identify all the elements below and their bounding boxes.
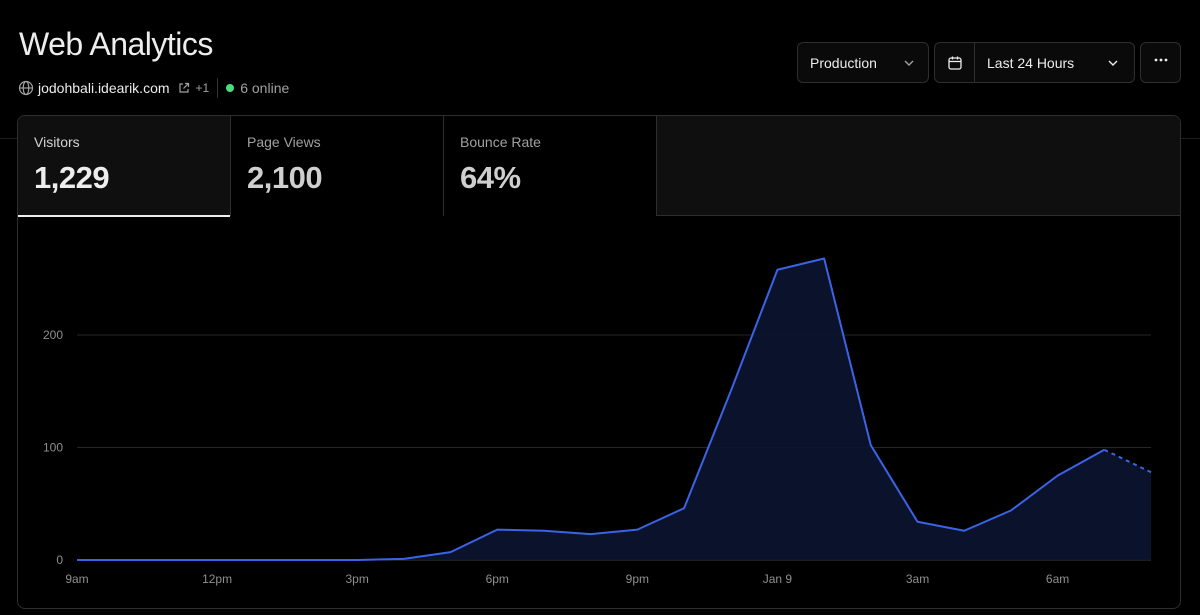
x-tick-label: 9am xyxy=(65,572,88,586)
tab-label: Bounce Rate xyxy=(460,134,541,150)
tab-value: 64% xyxy=(460,160,521,195)
site-info: jodohbali.idearik.com +1 6 online xyxy=(18,78,289,98)
extra-domains-count[interactable]: +1 xyxy=(195,81,210,95)
calendar-icon[interactable] xyxy=(935,43,975,82)
tab-label: Visitors xyxy=(34,134,80,150)
environment-select-label: Production xyxy=(810,54,877,71)
series-line-partial xyxy=(1103,448,1152,474)
tab-bounce-rate[interactable]: Bounce Rate 64% xyxy=(444,116,657,216)
chart-svg: 0 100 200 9am 12pm 3pm 6pm 9pm Jan 9 3am 6am xyxy=(43,257,1152,586)
tab-page-views[interactable]: Page Views 2,100 xyxy=(231,116,444,216)
site-domain-link[interactable]: jodohbali.idearik.com xyxy=(38,80,170,96)
tab-value: 2,100 xyxy=(247,160,323,195)
x-tick-label: 3pm xyxy=(346,572,369,586)
metric-tabs: Visitors 1,229 Page Views 2,100 Bounce R… xyxy=(18,116,1180,217)
x-tick-label: 6pm xyxy=(486,572,509,586)
chevron-down-icon xyxy=(1106,56,1120,70)
date-range-select[interactable]: Last 24 Hours xyxy=(934,42,1135,83)
y-tick-label: 0 xyxy=(56,553,63,567)
divider xyxy=(217,78,219,98)
x-tick-label: 9pm xyxy=(626,572,649,586)
visitors-chart[interactable]: 0 100 200 9am 12pm 3pm 6pm 9pm Jan 9 3am 6am xyxy=(18,216,1180,608)
x-tick-label: 12pm xyxy=(202,572,232,586)
online-count: 6 online xyxy=(240,80,290,96)
tab-visitors[interactable]: Visitors 1,229 xyxy=(18,116,231,217)
tab-value: 1,229 xyxy=(34,160,110,195)
y-tick-label: 200 xyxy=(43,328,63,342)
y-tick-label: 100 xyxy=(43,441,63,455)
x-tick-label: Jan 9 xyxy=(763,572,793,586)
series-line xyxy=(77,257,1105,561)
external-link-icon[interactable] xyxy=(178,82,190,94)
analytics-panel: Visitors 1,229 Page Views 2,100 Bounce R… xyxy=(17,115,1181,609)
x-tick-label: 6am xyxy=(1046,572,1069,586)
more-horizontal-icon xyxy=(1153,52,1169,73)
online-status-dot xyxy=(226,84,235,92)
date-range-label: Last 24 Hours xyxy=(987,54,1075,71)
globe-icon xyxy=(18,80,34,96)
page-title: Web Analytics xyxy=(19,26,213,62)
tab-label: Page Views xyxy=(247,134,321,150)
tabs-spacer xyxy=(657,116,1180,215)
environment-select[interactable]: Production xyxy=(797,42,929,83)
x-tick-label: 3am xyxy=(906,572,929,586)
more-options-button[interactable] xyxy=(1140,42,1181,83)
chevron-down-icon xyxy=(902,56,916,70)
area-fill xyxy=(77,258,1151,560)
